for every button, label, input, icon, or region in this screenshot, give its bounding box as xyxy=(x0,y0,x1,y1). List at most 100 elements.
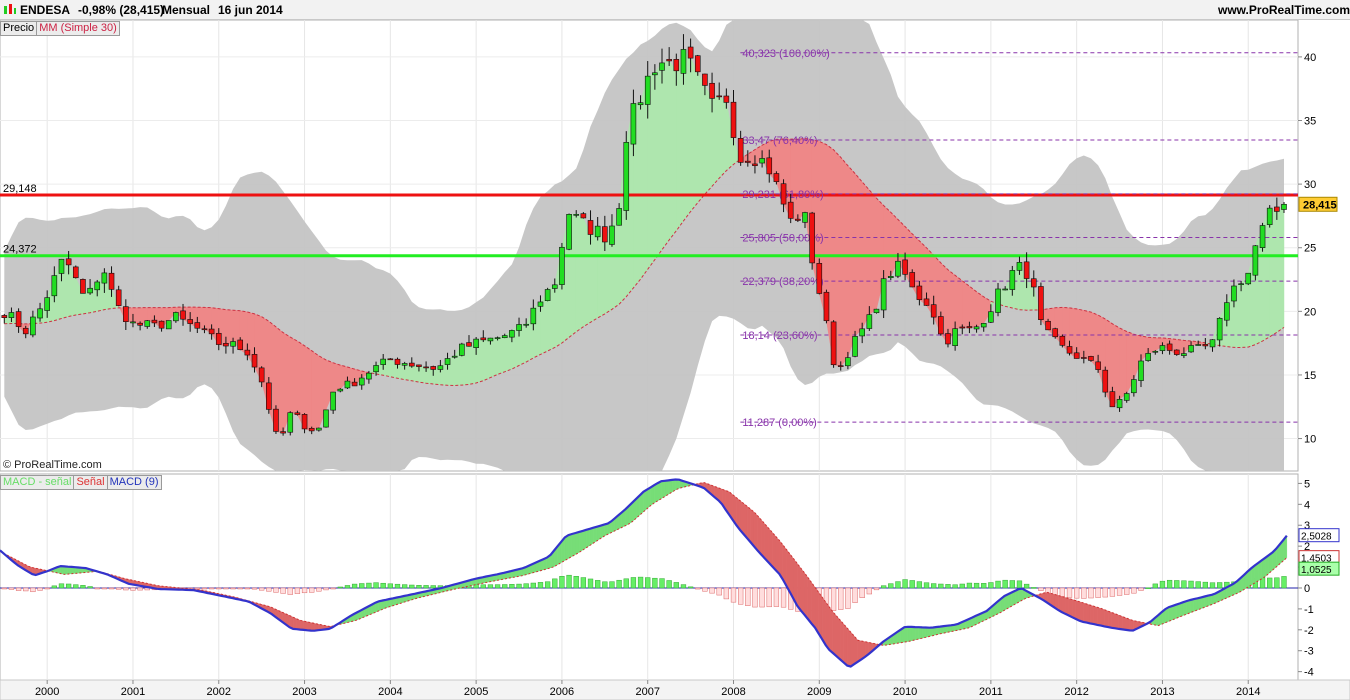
macd-fill-down xyxy=(1093,605,1098,626)
macd-fill-down xyxy=(800,567,805,616)
legend-ma[interactable]: MM (Simple 30) xyxy=(36,21,120,36)
candle-down xyxy=(1,315,8,318)
macd-hist-bar-pos xyxy=(602,581,608,589)
macd-fill-down xyxy=(1115,613,1120,630)
macd-fill-down xyxy=(846,627,851,667)
last-price-label: 28,415 xyxy=(1303,199,1337,211)
macd-hist-bar-neg xyxy=(695,587,701,590)
candle-up xyxy=(652,72,658,76)
candle-up xyxy=(859,328,865,337)
macd-hist-bar-pos xyxy=(80,585,86,589)
candle-up xyxy=(87,287,93,294)
macd-hist-bar-pos xyxy=(423,585,429,589)
macd-hist-bar-pos xyxy=(509,584,515,589)
macd-fill-down xyxy=(300,620,305,631)
macd-line xyxy=(0,478,1288,668)
area-above-ma xyxy=(661,60,670,251)
candle-down xyxy=(151,319,158,324)
macd-hist-bar-pos xyxy=(1152,583,1158,589)
macd-hist-bar-neg xyxy=(845,587,851,609)
x-tick-label: 2004 xyxy=(378,686,402,698)
candle-down xyxy=(123,306,129,322)
macd-fill-up xyxy=(671,479,676,493)
candle-down xyxy=(115,289,122,306)
macd-hist-bar-neg xyxy=(766,587,772,608)
legend-macd-hist[interactable]: MACD - señal xyxy=(0,475,75,490)
macd-hist-bar-pos xyxy=(966,582,973,589)
legend-price[interactable]: Precio xyxy=(0,21,38,36)
legend-macd[interactable]: MACD (9) xyxy=(106,475,162,490)
macd-fill-down xyxy=(796,562,801,611)
macd-fill-down xyxy=(811,581,816,629)
area-below-ma xyxy=(1076,308,1085,359)
macd-fill-down xyxy=(1068,598,1073,618)
macd-fill-up xyxy=(904,626,909,643)
macd-hist-bar-pos xyxy=(1166,579,1173,589)
macd-hist-bar-neg xyxy=(830,587,837,611)
macd-hist-bar-neg xyxy=(216,587,222,590)
candle-up xyxy=(287,412,294,433)
macd-fill-up xyxy=(929,627,934,637)
macd-hist-bar-neg xyxy=(1109,587,1116,597)
candle-down xyxy=(1102,369,1109,393)
candle-down xyxy=(408,362,415,367)
macd-fill-up xyxy=(657,480,662,502)
site-link[interactable]: www.ProRealTime.com xyxy=(1218,3,1350,17)
candle-down xyxy=(823,291,830,322)
macd-fill-down xyxy=(1097,607,1102,626)
macd-hist-bar-neg xyxy=(859,587,865,598)
candle-up xyxy=(230,341,236,347)
macd-hist-bar-neg xyxy=(273,587,279,593)
candle-up xyxy=(637,102,644,106)
macd-value-label: 2,5028 xyxy=(1301,532,1332,543)
candle-down xyxy=(1038,286,1044,320)
macd-fill-down xyxy=(746,505,751,543)
macd-hist-bar-pos xyxy=(552,578,558,589)
candle-down xyxy=(65,258,72,266)
candle-up xyxy=(509,330,515,338)
area-above-ma xyxy=(697,71,706,204)
macd-hist-bar-neg xyxy=(266,587,272,592)
macd-tick-label: 3 xyxy=(1304,520,1310,532)
candle-up xyxy=(1266,207,1273,225)
macd-fill-down xyxy=(771,531,776,571)
candle-down xyxy=(1274,206,1280,212)
candle-down xyxy=(187,319,193,324)
candle-up xyxy=(444,358,451,365)
macd-hist-bar-neg xyxy=(44,587,50,590)
candle-down xyxy=(194,322,201,329)
macd-hist-bar-neg xyxy=(745,587,751,606)
macd-hist-bar-neg xyxy=(237,587,243,590)
candle-down xyxy=(1066,346,1073,354)
macd-tick-label: -1 xyxy=(1304,604,1314,616)
macd-hist-bar-neg xyxy=(123,587,129,591)
macd-tick-label: -3 xyxy=(1304,646,1314,658)
candle-down xyxy=(602,226,608,243)
fib-label: 11,287 (0,00%) xyxy=(742,417,816,429)
macd-hist-bar-pos xyxy=(1281,576,1287,589)
macd-hist-bar-pos xyxy=(988,582,994,589)
candle-down xyxy=(780,183,787,205)
macd-hist-bar-neg xyxy=(738,587,744,605)
macd-hist-bar-pos xyxy=(945,584,951,589)
macd-hist-bar-pos xyxy=(916,581,923,589)
macd-fill-up xyxy=(914,626,919,641)
candle-down xyxy=(180,310,186,320)
last-price-tag xyxy=(1298,196,1338,212)
macd-hist-bar-neg xyxy=(1059,587,1066,597)
candle-down xyxy=(945,333,951,345)
candle-down xyxy=(702,73,708,86)
area-above-ma xyxy=(418,366,427,384)
macd-hist-bar-pos xyxy=(559,576,565,589)
macd-hist-bar-pos xyxy=(931,583,937,589)
macd-hist-bar-neg xyxy=(873,587,880,591)
candle-up xyxy=(366,372,372,380)
candle-down xyxy=(237,339,244,350)
macd-hist-bar-neg xyxy=(759,587,765,608)
macd-hist-bar-neg xyxy=(1138,587,1144,591)
macd-hist-bar-pos xyxy=(566,574,572,589)
macd-value-tag xyxy=(1298,561,1340,576)
legend-signal[interactable]: Señal xyxy=(73,475,108,490)
candle-up xyxy=(94,281,101,291)
x-tick-label: 2010 xyxy=(893,686,917,698)
